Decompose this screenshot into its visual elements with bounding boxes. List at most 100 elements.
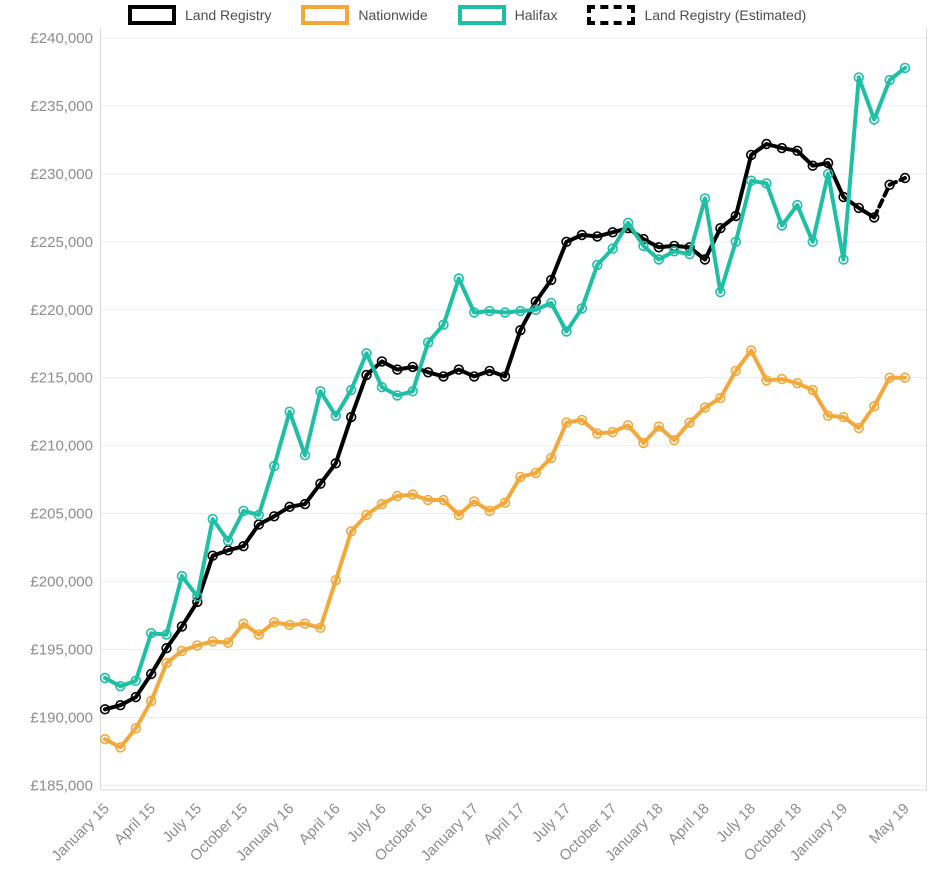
data-point-marker — [499, 497, 511, 508]
legend-item-nationwide[interactable]: Nationwide — [301, 5, 428, 25]
data-point-marker — [361, 369, 372, 381]
data-point-marker — [99, 704, 111, 715]
y-axis-tick-label: £240,000 — [30, 30, 93, 47]
data-point-marker — [884, 372, 895, 383]
data-point-marker — [561, 326, 572, 337]
data-point-marker — [284, 619, 295, 631]
data-point-marker — [392, 390, 403, 401]
land-registry-swatch-icon — [128, 5, 176, 25]
data-point-marker — [146, 627, 157, 639]
x-axis-tick-label: April 16 — [296, 800, 344, 848]
data-point-marker — [269, 617, 280, 628]
data-point-marker — [499, 371, 511, 382]
legend-label: Land Registry — [185, 7, 272, 23]
legend-item-land-registry-estimated[interactable]: Land Registry (Estimated) — [587, 5, 806, 25]
data-point-marker — [330, 458, 341, 469]
data-point-marker — [438, 494, 449, 506]
data-point-marker — [622, 420, 634, 431]
data-point-marker — [376, 356, 388, 367]
data-point-marker — [776, 220, 788, 231]
data-point-marker — [330, 410, 341, 421]
data-point-marker — [469, 371, 480, 382]
data-point-marker — [730, 365, 741, 377]
data-point-marker — [515, 305, 526, 317]
data-point-marker — [469, 307, 480, 318]
data-point-marker — [822, 168, 834, 180]
data-point-marker — [222, 535, 234, 546]
data-point-marker — [146, 668, 157, 680]
data-point-marker — [453, 273, 464, 284]
data-point-marker — [576, 303, 588, 314]
land-registry-estimated-swatch-icon — [587, 5, 636, 25]
data-point-marker — [299, 450, 311, 461]
data-point-marker — [607, 243, 618, 254]
x-axis-tick-label: January 15 — [48, 800, 113, 865]
data-point-marker — [99, 733, 111, 745]
data-point-marker — [453, 509, 464, 521]
y-axis-tick-label: £190,000 — [30, 709, 93, 726]
data-point-marker — [146, 695, 157, 707]
data-point-marker — [545, 274, 557, 286]
data-point-marker — [607, 426, 618, 438]
data-point-marker — [284, 406, 295, 417]
data-point-marker — [853, 422, 864, 434]
x-axis-tick-label: July 16 — [344, 800, 390, 846]
data-point-marker — [730, 236, 741, 248]
data-point-marker — [161, 657, 172, 669]
data-point-marker — [192, 640, 203, 651]
series-nationwide — [103, 348, 907, 750]
data-point-marker — [130, 691, 142, 703]
data-point-marker — [207, 550, 218, 561]
x-axis-tick-label: April 15 — [111, 800, 159, 848]
y-axis-tick-label: £220,000 — [30, 302, 93, 319]
data-point-marker — [899, 372, 911, 383]
x-axis-tick-label: April 18 — [665, 800, 713, 848]
data-point-marker — [238, 540, 249, 552]
data-point-marker — [222, 637, 234, 648]
legend-label: Halifax — [514, 7, 558, 23]
data-point-marker — [868, 114, 880, 125]
legend-item-land-registry[interactable]: Land Registry — [128, 5, 271, 25]
data-point-marker — [238, 618, 249, 629]
data-point-marker — [761, 138, 772, 150]
data-point-marker — [115, 680, 126, 692]
data-point-marker — [622, 217, 634, 229]
data-point-marker — [715, 392, 726, 404]
data-point-marker — [699, 193, 711, 204]
series-halifax — [103, 65, 907, 689]
y-axis-tick-label: £235,000 — [30, 98, 93, 115]
data-point-marker — [130, 675, 142, 686]
data-point-marker — [884, 74, 895, 86]
nationwide-swatch-icon — [301, 5, 350, 25]
data-point-marker — [745, 149, 757, 161]
series-land-registry — [103, 142, 877, 712]
data-point-marker — [484, 305, 495, 317]
data-point-marker — [899, 62, 911, 74]
data-point-marker — [530, 304, 541, 315]
data-point-marker — [346, 526, 357, 537]
data-point-marker — [822, 410, 834, 421]
data-point-marker — [853, 72, 864, 83]
data-point-marker — [438, 319, 449, 330]
data-point-marker — [776, 373, 788, 385]
data-point-marker — [469, 496, 480, 507]
chart-legend: Land Registry Nationwide Halifax Land Re… — [128, 5, 806, 25]
legend-item-halifax[interactable]: Halifax — [457, 5, 558, 25]
data-point-marker — [315, 478, 326, 489]
x-axis-tick-label: April 17 — [480, 800, 528, 848]
series-land-registry-estimated- — [872, 176, 907, 220]
data-point-marker — [499, 307, 511, 318]
data-point-marker — [253, 509, 264, 521]
y-axis-tick-label: £215,000 — [30, 370, 93, 387]
data-point-marker — [545, 297, 557, 309]
data-point-marker — [699, 402, 711, 413]
data-point-marker — [161, 629, 172, 640]
data-point-marker — [422, 367, 434, 378]
data-point-marker — [715, 223, 726, 234]
data-point-marker — [315, 622, 326, 633]
data-point-marker — [515, 325, 526, 336]
data-point-marker — [822, 157, 834, 169]
data-point-marker — [592, 259, 603, 271]
y-axis-tick-label: £185,000 — [30, 777, 93, 794]
